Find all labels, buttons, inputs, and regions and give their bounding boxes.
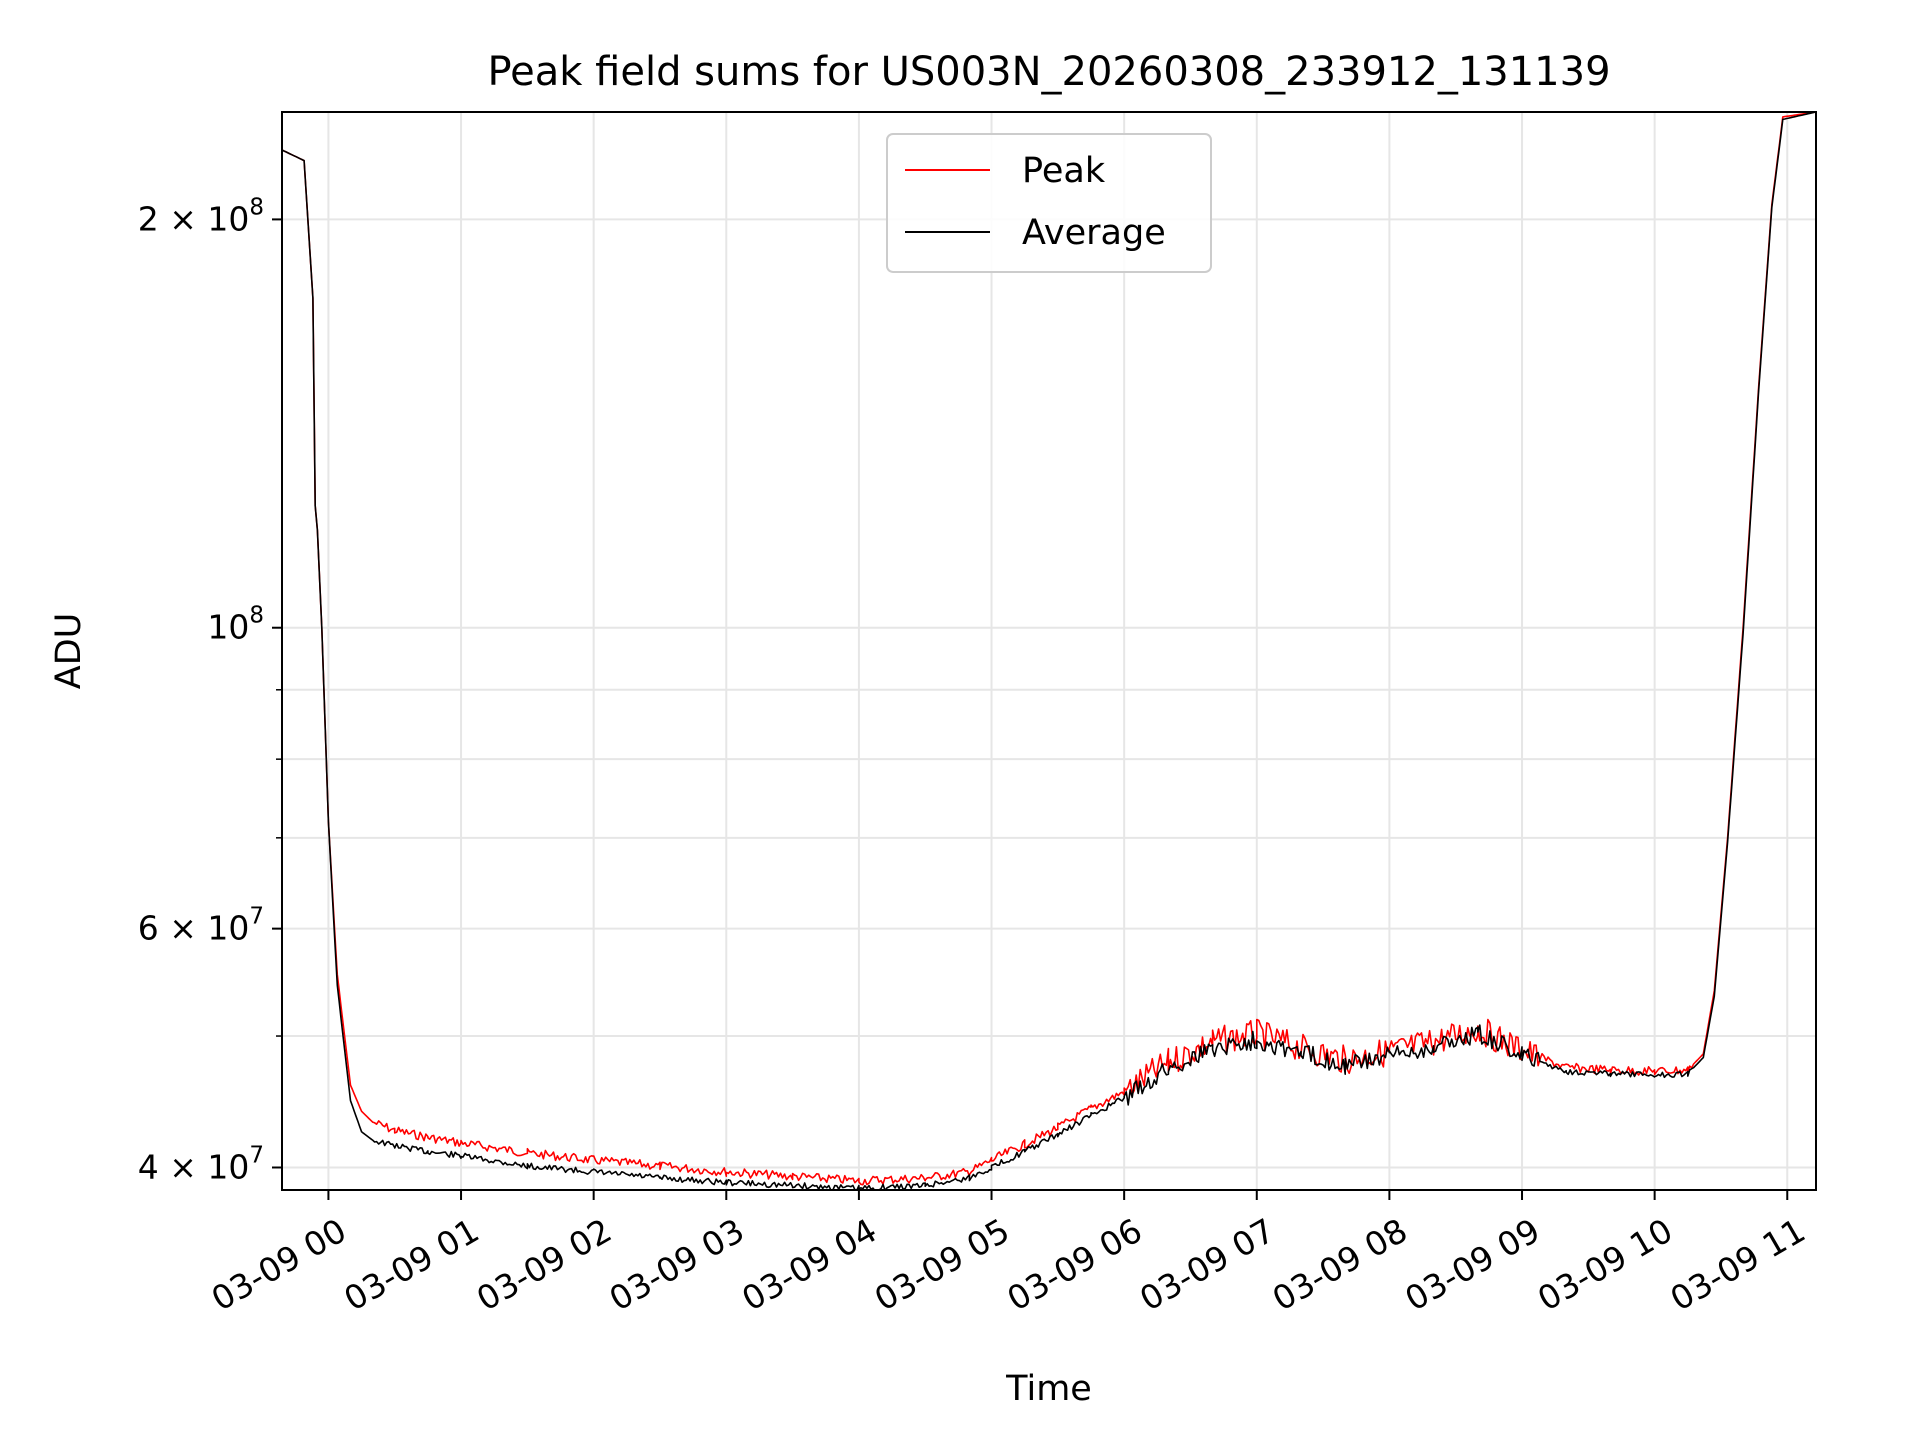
legend-peak-label: Peak	[1022, 151, 1106, 191]
y-tick-label: 4 × 107	[138, 1142, 264, 1186]
grid-lines	[282, 112, 1816, 1190]
legend-box	[886, 133, 1212, 273]
x-axis-label: Time	[1005, 1369, 1092, 1409]
y-axis-ticks: 4 × 107 6 × 107 108 2 × 108	[138, 194, 282, 1186]
y-tick-label: 108	[207, 603, 264, 647]
legend-average-label: Average	[1022, 213, 1166, 253]
legend: Peak Average	[886, 133, 1212, 273]
y-tick-label: 6 × 107	[138, 904, 264, 948]
series-line-peak	[282, 112, 1816, 1186]
plot-lines	[282, 112, 1816, 1190]
chart-title: Peak field sums for US003N_20260308_2339…	[487, 49, 1610, 95]
series-line-average	[282, 112, 1816, 1190]
y-tick-label: 2 × 108	[138, 194, 264, 238]
plot-frame	[281, 111, 1817, 1191]
y-axis-label: ADU	[49, 613, 89, 690]
